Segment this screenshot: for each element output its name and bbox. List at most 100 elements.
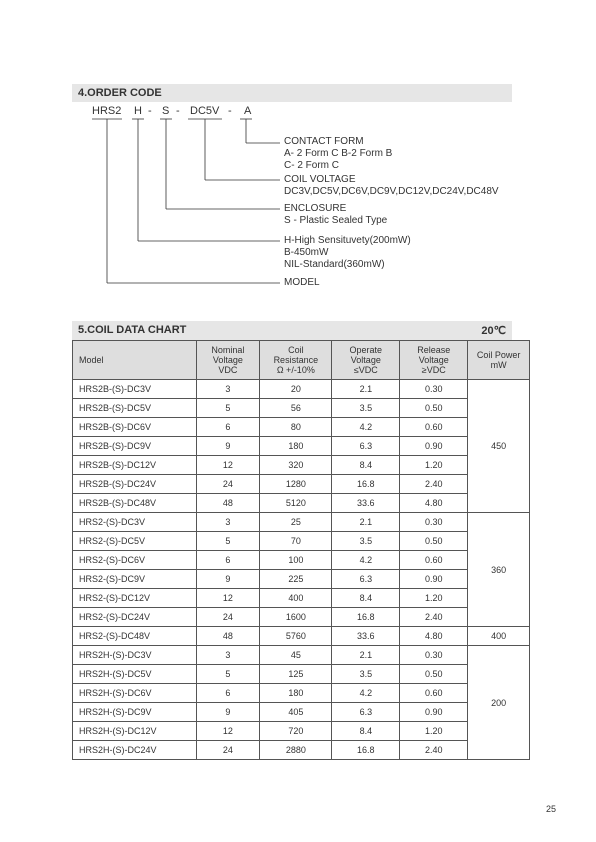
coil-data-table: ModelNominalVoltageVDCCoilResistanceΩ +/… xyxy=(72,340,530,760)
cell-value: 405 xyxy=(260,703,332,722)
cell-value: 0.90 xyxy=(400,437,468,456)
cell-power: 360 xyxy=(468,513,530,627)
cell-value: 24 xyxy=(196,741,260,760)
table-row: HRS2-(S)-DC3V3252.10.30360 xyxy=(73,513,530,532)
cell-value: 6 xyxy=(196,418,260,437)
order-code-diagram: HRS2 H - S - DC5V - A CONTACT FORM A- 2 … xyxy=(72,105,542,305)
cell-value: 16.8 xyxy=(332,608,400,627)
cell-value: 6 xyxy=(196,684,260,703)
desc-line: NIL-Standard(360mW) xyxy=(284,259,411,271)
cell-model: HRS2B-(S)-DC24V xyxy=(73,475,197,494)
cell-value: 8.4 xyxy=(332,456,400,475)
cell-value: 33.6 xyxy=(332,494,400,513)
coil-table-head: ModelNominalVoltageVDCCoilResistanceΩ +/… xyxy=(73,341,530,380)
cell-value: 5 xyxy=(196,399,260,418)
cell-model: HRS2-(S)-DC9V xyxy=(73,570,197,589)
cell-model: HRS2-(S)-DC6V xyxy=(73,551,197,570)
cell-value: 9 xyxy=(196,437,260,456)
desc-contact-form: CONTACT FORM A- 2 Form C B-2 Form B C- 2… xyxy=(284,136,392,172)
desc-title: MODEL xyxy=(284,277,320,289)
table-row: HRS2B-(S)-DC48V48512033.64.80 xyxy=(73,494,530,513)
desc-title: CONTACT FORM xyxy=(284,136,392,148)
cell-value: 1.20 xyxy=(400,456,468,475)
desc-line: B-450mW xyxy=(284,247,411,259)
cell-value: 720 xyxy=(260,722,332,741)
cell-value: 16.8 xyxy=(332,475,400,494)
cell-value: 4.2 xyxy=(332,551,400,570)
table-header: OperateVoltage≤VDC xyxy=(332,341,400,380)
cell-model: HRS2H-(S)-DC6V xyxy=(73,684,197,703)
cell-value: 0.30 xyxy=(400,380,468,399)
cell-value: 70 xyxy=(260,532,332,551)
table-row: HRS2B-(S)-DC3V3202.10.30450 xyxy=(73,380,530,399)
cell-value: 4.80 xyxy=(400,627,468,646)
cell-value: 2880 xyxy=(260,741,332,760)
cell-value: 25 xyxy=(260,513,332,532)
cell-value: 2.1 xyxy=(332,646,400,665)
table-header: CoilResistanceΩ +/-10% xyxy=(260,341,332,380)
cell-power: 400 xyxy=(468,627,530,646)
cell-value: 6.3 xyxy=(332,703,400,722)
cell-model: HRS2B-(S)-DC5V xyxy=(73,399,197,418)
cell-model: HRS2B-(S)-DC48V xyxy=(73,494,197,513)
table-row: HRS2H-(S)-DC12V127208.41.20 xyxy=(73,722,530,741)
desc-sensitivity: H-High Sensituvety(200mW) B-450mW NIL-St… xyxy=(284,235,411,271)
cell-value: 3 xyxy=(196,646,260,665)
cell-power: 450 xyxy=(468,380,530,513)
cell-value: 0.30 xyxy=(400,513,468,532)
cell-value: 8.4 xyxy=(332,722,400,741)
cell-value: 5120 xyxy=(260,494,332,513)
cell-value: 6 xyxy=(196,551,260,570)
desc-title: H-High Sensituvety(200mW) xyxy=(284,235,411,247)
table-row: HRS2H-(S)-DC24V24288016.82.40 xyxy=(73,741,530,760)
desc-title: COIL VOLTAGE xyxy=(284,174,499,186)
cell-value: 9 xyxy=(196,703,260,722)
cell-value: 48 xyxy=(196,627,260,646)
cell-value: 12 xyxy=(196,722,260,741)
table-header: Model xyxy=(73,341,197,380)
table-row: HRS2-(S)-DC48V48576033.64.80400 xyxy=(73,627,530,646)
cell-model: HRS2B-(S)-DC6V xyxy=(73,418,197,437)
cell-value: 20 xyxy=(260,380,332,399)
table-row: HRS2H-(S)-DC9V94056.30.90 xyxy=(73,703,530,722)
table-header: NominalVoltageVDC xyxy=(196,341,260,380)
cell-value: 5760 xyxy=(260,627,332,646)
cell-value: 400 xyxy=(260,589,332,608)
cell-value: 1280 xyxy=(260,475,332,494)
cell-value: 3.5 xyxy=(332,399,400,418)
cell-value: 12 xyxy=(196,456,260,475)
cell-value: 5 xyxy=(196,532,260,551)
table-row: HRS2H-(S)-DC6V61804.20.60 xyxy=(73,684,530,703)
cell-value: 2.1 xyxy=(332,380,400,399)
cell-value: 4.2 xyxy=(332,418,400,437)
cell-value: 6.3 xyxy=(332,437,400,456)
cell-value: 56 xyxy=(260,399,332,418)
cell-model: HRS2H-(S)-DC5V xyxy=(73,665,197,684)
cell-value: 0.90 xyxy=(400,570,468,589)
table-row: HRS2B-(S)-DC5V5563.50.50 xyxy=(73,399,530,418)
cell-model: HRS2-(S)-DC3V xyxy=(73,513,197,532)
table-row: HRS2H-(S)-DC5V51253.50.50 xyxy=(73,665,530,684)
cell-model: HRS2-(S)-DC5V xyxy=(73,532,197,551)
cell-value: 2.40 xyxy=(400,741,468,760)
cell-model: HRS2H-(S)-DC24V xyxy=(73,741,197,760)
section5-header: 5.COIL DATA CHART 20℃ xyxy=(72,321,512,340)
table-row: HRS2-(S)-DC5V5703.50.50 xyxy=(73,532,530,551)
cell-value: 4.80 xyxy=(400,494,468,513)
cell-value: 0.90 xyxy=(400,703,468,722)
table-row: HRS2B-(S)-DC6V6804.20.60 xyxy=(73,418,530,437)
cell-value: 2.1 xyxy=(332,513,400,532)
cell-model: HRS2H-(S)-DC3V xyxy=(73,646,197,665)
cell-value: 0.50 xyxy=(400,399,468,418)
cell-model: HRS2B-(S)-DC12V xyxy=(73,456,197,475)
cell-value: 45 xyxy=(260,646,332,665)
cell-value: 180 xyxy=(260,437,332,456)
desc-model: MODEL xyxy=(284,277,320,289)
table-row: HRS2-(S)-DC24V24160016.82.40 xyxy=(73,608,530,627)
table-row: HRS2B-(S)-DC24V24128016.82.40 xyxy=(73,475,530,494)
cell-value: 5 xyxy=(196,665,260,684)
cell-value: 48 xyxy=(196,494,260,513)
section4-header: 4.ORDER CODE xyxy=(72,84,512,102)
cell-value: 0.50 xyxy=(400,665,468,684)
cell-value: 2.40 xyxy=(400,475,468,494)
